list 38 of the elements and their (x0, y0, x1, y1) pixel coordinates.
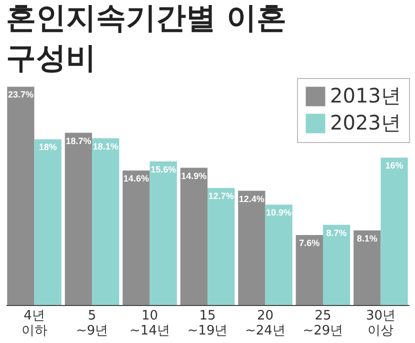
data-label: 18% (38, 142, 57, 152)
bar (238, 190, 266, 305)
x-tick-label: 20 ~24년 (245, 308, 286, 338)
bar (296, 235, 323, 305)
bar (34, 139, 62, 305)
bar (322, 224, 350, 305)
x-tick-label: 5 ~9년 (76, 308, 108, 338)
data-label: 8.7% (326, 228, 347, 238)
bar (92, 138, 120, 305)
legend-label: 2023년 (330, 110, 401, 134)
x-tick-label: 15 ~19년 (187, 308, 228, 338)
data-label: 12.4% (238, 194, 264, 204)
x-tick-label: 30년 이상 (366, 308, 396, 338)
bar (380, 158, 408, 305)
data-label: 10.9% (266, 208, 292, 218)
bar (180, 168, 208, 305)
data-label: 14.6% (123, 174, 149, 184)
data-label: 12.7% (208, 191, 234, 202)
data-label: 23.7% (8, 90, 34, 100)
chart-title: 혼인지속기간별 이혼 구성비 (6, 1, 286, 76)
data-label: 18.1% (92, 141, 118, 152)
data-label: 7.6% (299, 238, 320, 248)
x-tick-label: 4년 이하 (21, 308, 48, 338)
data-label: 16% (385, 160, 404, 171)
data-label: 14.9% (181, 170, 207, 181)
bar (208, 188, 235, 305)
bar (7, 86, 34, 305)
bar (122, 170, 150, 305)
bar (354, 230, 381, 305)
x-tick-label: 25 ~29년 (302, 308, 344, 338)
x-tick-label: 10 ~14년 (130, 308, 170, 338)
legend-label: 2013년 (330, 84, 401, 108)
bar (64, 132, 92, 305)
data-label: 8.1% (356, 233, 378, 244)
data-label: 18.7% (66, 136, 92, 146)
bar (150, 161, 177, 305)
bar (265, 204, 292, 305)
data-label: 15.6% (150, 164, 176, 174)
